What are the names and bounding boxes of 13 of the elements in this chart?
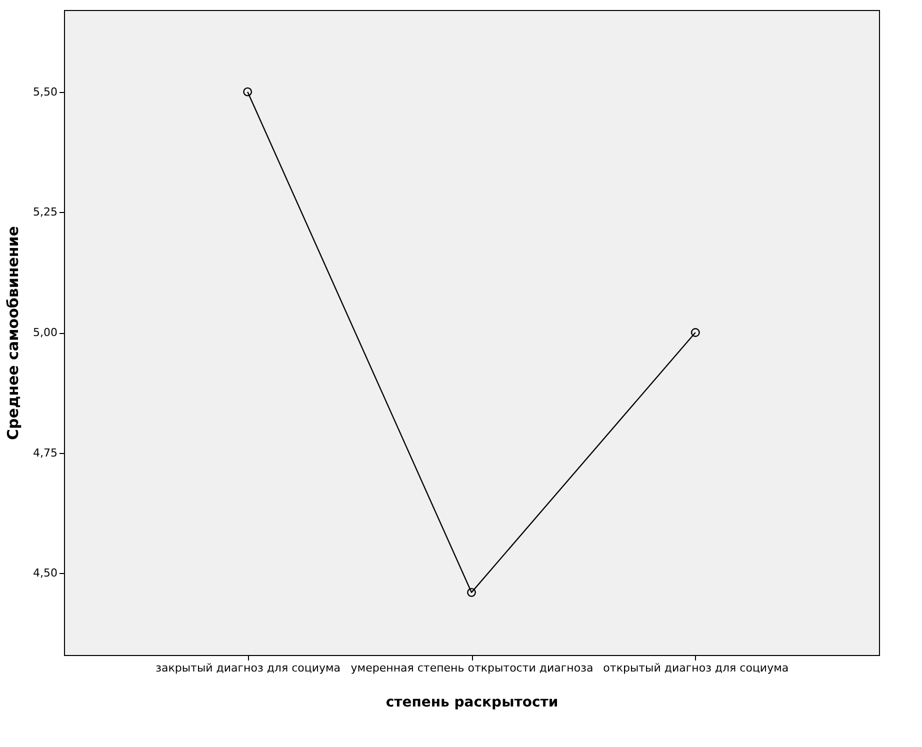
point [467, 588, 476, 597]
y-tick-label: 4,75 [33, 446, 58, 460]
point [243, 87, 252, 96]
y-tick-label: 5,25 [33, 206, 58, 219]
x-tick-label: открытый диагноз для социума [603, 662, 789, 674]
x-tick-label: закрытый диагноз для социума [156, 662, 341, 674]
y-tick-label: 5,00 [33, 326, 58, 339]
y-tick-label: 5,50 [33, 85, 58, 98]
x-tick-label: умеренная степень открытости диагноза [350, 662, 594, 674]
point [690, 328, 700, 337]
y-tick-label: 4,50 [33, 566, 58, 580]
x-axis-title: степень раскрытости [386, 694, 558, 710]
y-axis-title: Среднее самообвинение [4, 226, 22, 440]
